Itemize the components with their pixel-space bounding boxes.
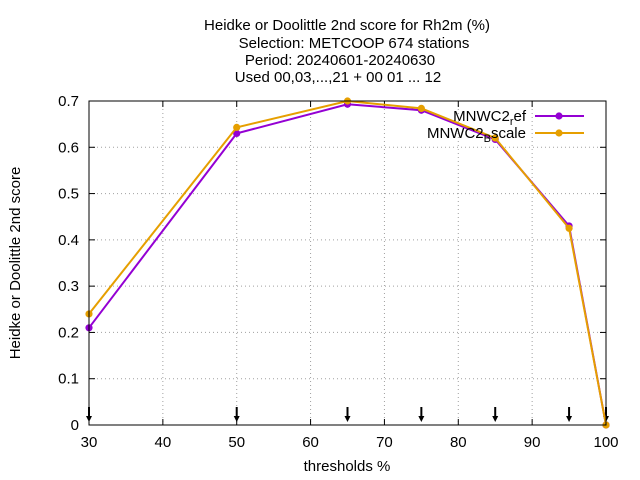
x-tick-label: 80 <box>450 434 467 451</box>
x-tick-label: 40 <box>155 434 172 451</box>
title-line-1: Heidke or Doolittle 2nd score for Rh2m (… <box>204 17 490 34</box>
threshold-arrow-icon <box>566 407 573 422</box>
axis-ticks: 30 40 50 60 70 80 90 100 0 0.1 0.2 0.3 0.4 0.5 0.6 0.7 <box>58 93 618 451</box>
threshold-arrow-icon <box>344 407 351 422</box>
series-1 <box>85 100 610 429</box>
threshold-arrow-icon <box>418 407 425 422</box>
threshold-arrow-icon <box>492 407 499 422</box>
x-axis-label: thresholds % <box>304 458 391 475</box>
chart-title: Heidke or Doolittle 2nd score for Rh2m (… <box>204 17 490 86</box>
y-tick-label: 0.3 <box>58 278 79 295</box>
y-tick-label: 0.4 <box>58 232 79 249</box>
data-point <box>565 224 573 232</box>
y-tick-label: 0.2 <box>58 324 79 341</box>
y-tick-label: 0 <box>71 417 79 434</box>
series-2 <box>85 97 610 429</box>
data-point <box>233 123 241 131</box>
x-tick-label: 60 <box>302 434 319 451</box>
x-tick-label: 70 <box>376 434 393 451</box>
title-line-4: Used 00,03,...,21 + 00 01 ... 12 <box>235 69 441 86</box>
x-tick-label: 50 <box>228 434 245 451</box>
title-line-3: Period: 20240601-20240630 <box>245 52 435 69</box>
x-tick-label: 100 <box>593 434 618 451</box>
legend-item-2: MNWC2Bscale <box>427 125 584 145</box>
plot-frame <box>88 100 607 426</box>
series-line <box>88 103 607 426</box>
data-point <box>417 104 425 113</box>
y-tick-label: 0.5 <box>58 186 79 203</box>
data-point <box>491 134 499 142</box>
x-tick-label: 90 <box>524 434 541 451</box>
series-lines <box>85 97 610 429</box>
y-tick-label: 0.1 <box>58 371 79 388</box>
legend-item-1: MNWC2ref <box>453 108 584 128</box>
x-tick-label: 30 <box>81 434 98 451</box>
legend-label: MNWC2ref <box>453 108 527 128</box>
series-line <box>88 99 607 426</box>
y-tick-label: 0.6 <box>58 139 79 156</box>
legend-swatch-marker <box>555 129 563 137</box>
y-tick-label: 0.7 <box>58 93 79 110</box>
y-axis-label: Heidke or Doolittle 2nd score <box>7 167 24 360</box>
threshold-arrows <box>86 407 609 422</box>
title-line-2: Selection: METCOOP 674 stations <box>239 35 470 52</box>
data-point <box>233 129 241 137</box>
grid <box>89 101 606 425</box>
threshold-arrow-icon <box>233 407 240 422</box>
legend-swatch-marker <box>555 112 563 120</box>
legend-label: MNWC2Bscale <box>427 125 526 145</box>
